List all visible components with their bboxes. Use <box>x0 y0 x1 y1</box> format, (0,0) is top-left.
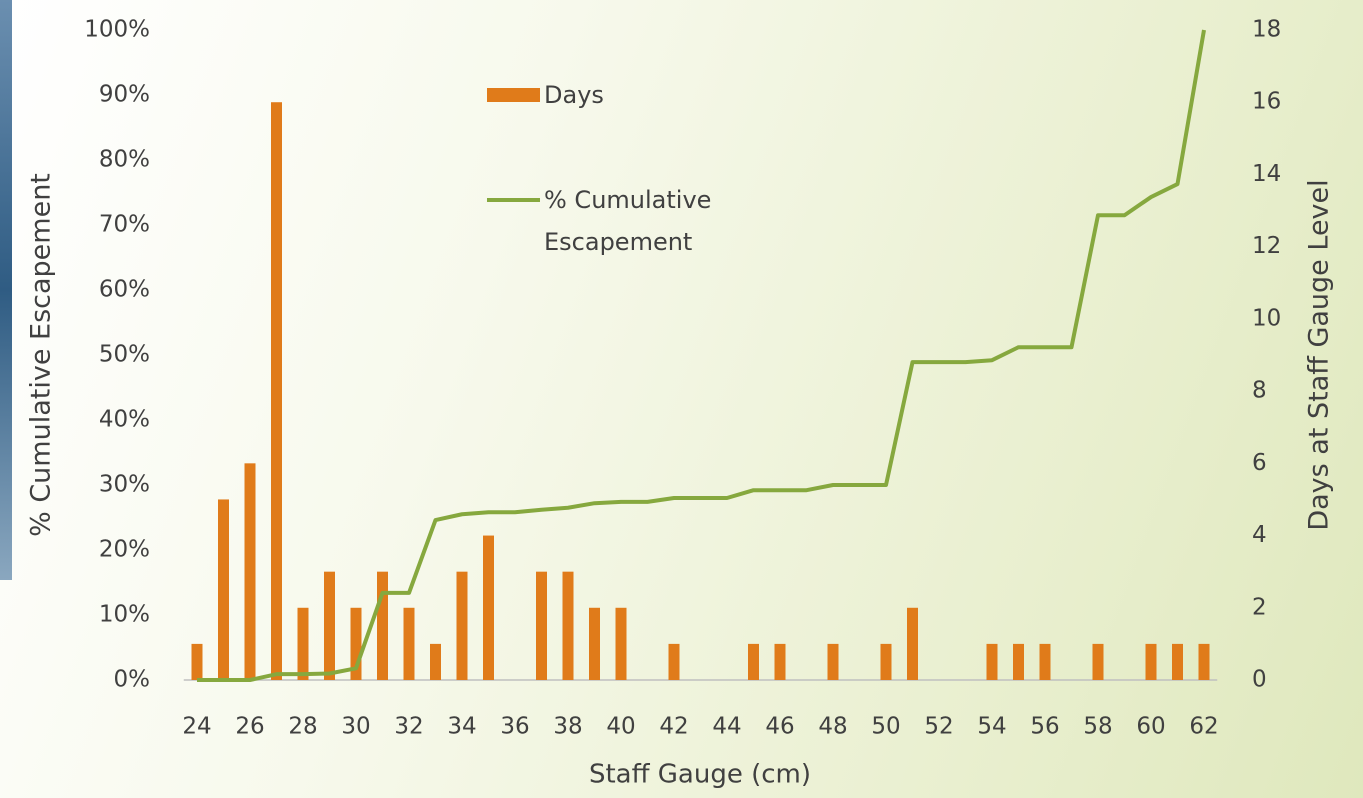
chart: % Cumulative Escapement Days at Staff Ga… <box>0 0 1363 798</box>
x-tick-label: 40 <box>606 714 635 740</box>
bar <box>881 644 892 680</box>
legend-swatch <box>487 88 540 102</box>
bar <box>218 499 229 680</box>
x-tick-label: 32 <box>394 714 423 740</box>
x-axis-title: Staff Gauge (cm) <box>589 760 811 790</box>
bar <box>775 644 786 680</box>
y2-tick-label: 10 <box>1252 305 1281 331</box>
slide: % Cumulative Escapement Days at Staff Ga… <box>0 0 1363 798</box>
y2-tick-label: 12 <box>1252 233 1281 259</box>
y-tick-label: 40% <box>99 407 150 433</box>
bar <box>987 644 998 680</box>
bar <box>907 608 918 680</box>
y-tick-label: 60% <box>99 277 150 303</box>
y-tick-label: 70% <box>99 212 150 238</box>
bar <box>1172 644 1183 680</box>
y2-tick-label: 14 <box>1252 161 1281 187</box>
x-tick-label: 52 <box>924 714 953 740</box>
y2-tick-label: 18 <box>1252 17 1281 43</box>
bar <box>748 644 759 680</box>
x-tick-label: 50 <box>871 714 900 740</box>
y2-tick-label: 6 <box>1252 450 1267 476</box>
bar <box>616 608 627 680</box>
legend-label: % Cumulative Escapement <box>544 179 794 263</box>
bar <box>1013 644 1024 680</box>
y-axis-title: % Cumulative Escapement <box>26 173 57 537</box>
y2-tick-label: 8 <box>1252 378 1267 404</box>
bar <box>271 102 282 680</box>
bar <box>1146 644 1157 680</box>
x-tick-label: 44 <box>712 714 741 740</box>
y-tick-label: 100% <box>84 17 150 43</box>
x-tick-label: 54 <box>977 714 1006 740</box>
bar <box>536 572 547 680</box>
bar <box>1199 644 1210 680</box>
y2-tick-label: 4 <box>1252 522 1267 548</box>
x-tick-label: 34 <box>447 714 476 740</box>
bar <box>192 644 203 680</box>
y2-axis-title: Days at Staff Gauge Level <box>1304 179 1335 530</box>
x-tick-label: 60 <box>1136 714 1165 740</box>
y-tick-label: 90% <box>99 82 150 108</box>
bar <box>1040 644 1051 680</box>
bar <box>298 608 309 680</box>
y-tick-label: 30% <box>99 472 150 498</box>
x-tick-label: 24 <box>182 714 211 740</box>
y2-tick-label: 2 <box>1252 594 1267 620</box>
bar <box>324 572 335 680</box>
x-tick-label: 46 <box>765 714 794 740</box>
x-tick-label: 62 <box>1189 714 1218 740</box>
x-tick-label: 30 <box>341 714 370 740</box>
bar <box>669 644 680 680</box>
x-tick-label: 42 <box>659 714 688 740</box>
y-tick-label: 20% <box>99 537 150 563</box>
y-tick-label: 50% <box>99 342 150 368</box>
x-tick-label: 26 <box>235 714 264 740</box>
bar <box>377 572 388 680</box>
bar <box>404 608 415 680</box>
bar <box>589 608 600 680</box>
y-tick-label: 10% <box>99 602 150 628</box>
x-tick-label: 58 <box>1083 714 1112 740</box>
bar <box>563 572 574 680</box>
background-photo-edge <box>0 0 12 580</box>
bar <box>1093 644 1104 680</box>
x-tick-label: 28 <box>288 714 317 740</box>
line <box>197 30 1204 680</box>
y-tick-label: 0% <box>114 667 151 693</box>
x-tick-label: 56 <box>1030 714 1059 740</box>
x-tick-label: 48 <box>818 714 847 740</box>
bar <box>457 572 468 680</box>
x-tick-label: 38 <box>553 714 582 740</box>
bar <box>828 644 839 680</box>
legend-label: Days <box>544 74 794 116</box>
bar <box>245 463 256 680</box>
bar <box>483 536 494 680</box>
y2-tick-label: 16 <box>1252 89 1281 115</box>
y2-tick-label: 0 <box>1252 667 1267 693</box>
bar <box>430 644 441 680</box>
x-tick-label: 36 <box>500 714 529 740</box>
y-tick-label: 80% <box>99 147 150 173</box>
